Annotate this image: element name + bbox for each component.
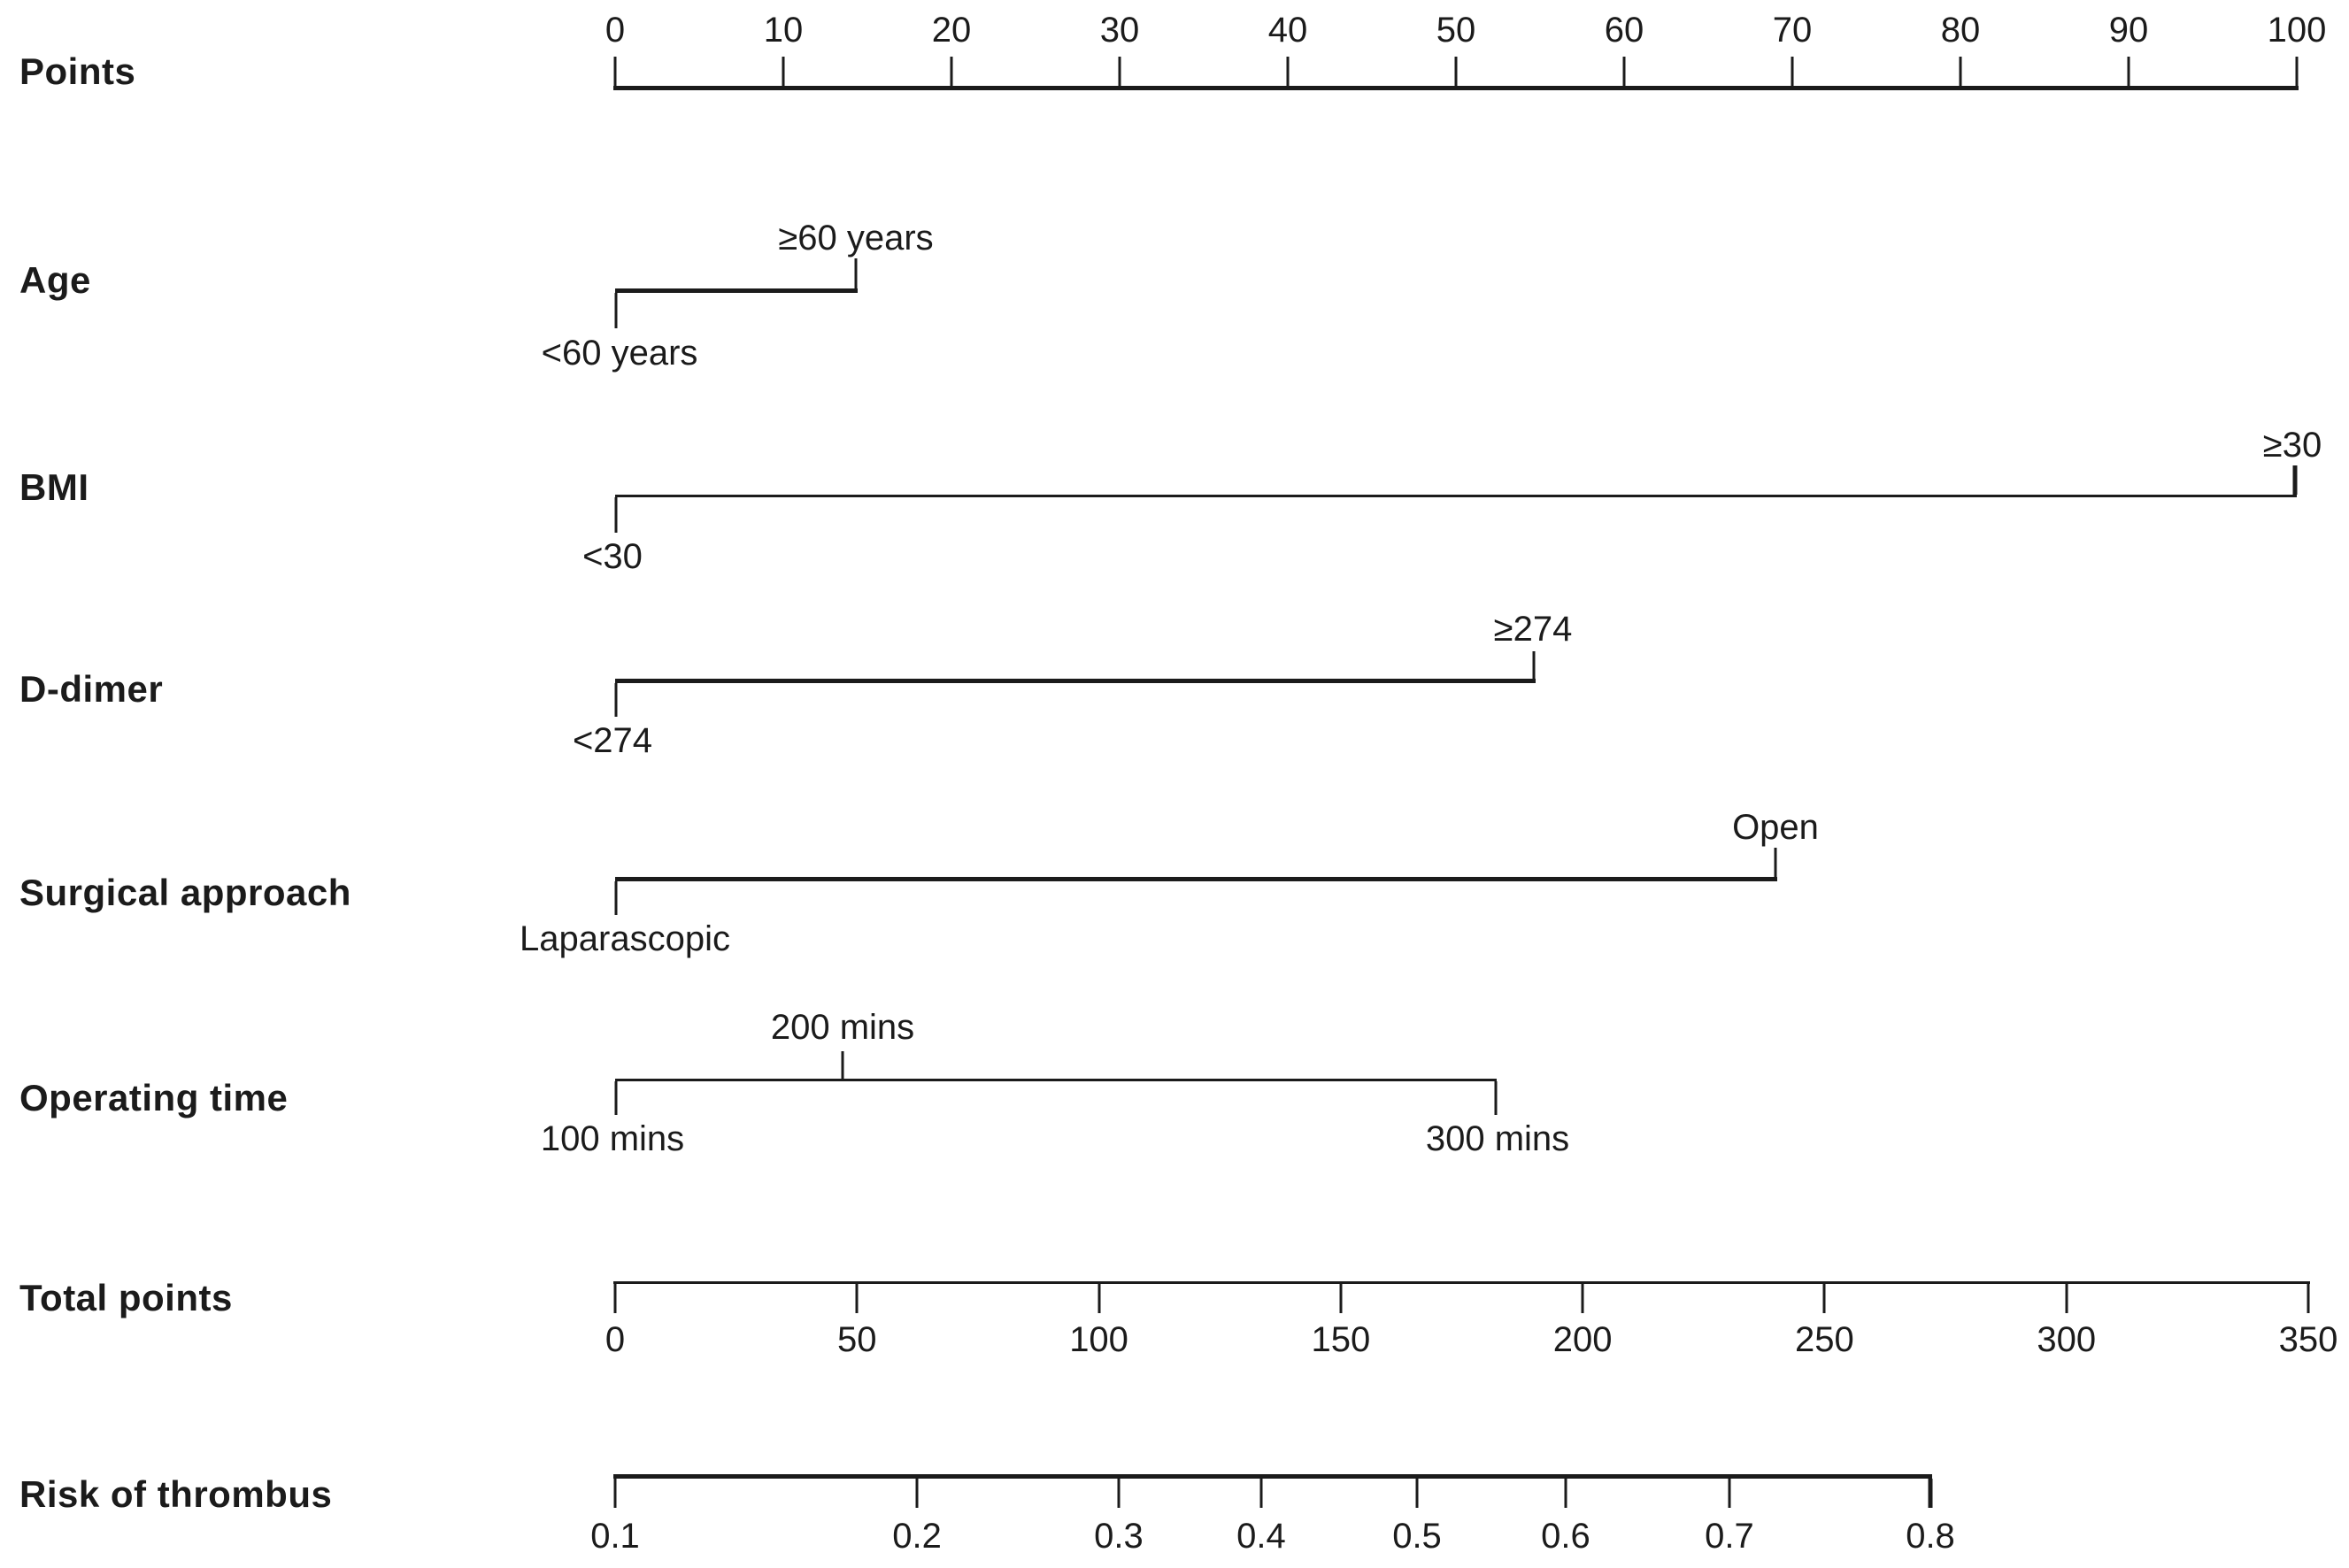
points-tick <box>1959 57 1962 86</box>
row-label-surgical-approach: Surgical approach <box>19 872 351 913</box>
points-tick-label: 50 <box>1436 11 1476 50</box>
risk-tick-label: 0.8 <box>1906 1517 1955 1556</box>
points-tick <box>613 57 617 86</box>
age-tick-low <box>614 293 618 328</box>
ddimer-label-high: ≥274 <box>1493 610 1573 649</box>
points-tick-label: 90 <box>2108 11 2149 50</box>
points-tick <box>1118 57 1121 86</box>
risk-tick-label: 0.4 <box>1236 1517 1286 1556</box>
total-points-tick-label: 150 <box>1311 1320 1371 1359</box>
total-points-tick <box>1339 1284 1343 1313</box>
risk-tick-label: 0.7 <box>1705 1517 1754 1556</box>
age-tick-high <box>854 258 858 288</box>
risk-tick <box>1415 1479 1419 1508</box>
risk-axis: 0.1 0.2 0.3 0.4 0.5 0.6 0.7 0.8 <box>590 1474 1955 1556</box>
total-points-tick <box>1822 1284 1826 1313</box>
total-points-tick <box>1097 1284 1101 1313</box>
points-tick-label: 0 <box>605 11 626 50</box>
risk-tick-label: 0.6 <box>1541 1517 1590 1556</box>
total-points-tick <box>2065 1284 2068 1313</box>
points-tick <box>2295 57 2299 86</box>
points-tick-label: 10 <box>763 11 804 50</box>
bmi-tick-high <box>2292 465 2298 495</box>
points-tick-label: 60 <box>1604 11 1644 50</box>
optime-label-high: 300 mins <box>1425 1119 1570 1158</box>
risk-tick <box>1564 1479 1567 1508</box>
row-label-d-dimer: D-dimer <box>19 668 164 710</box>
total-points-tick-label: 200 <box>1552 1320 1613 1359</box>
surgical-label-low: Laparascopic <box>520 919 730 958</box>
risk-tick <box>1259 1479 1263 1508</box>
points-axis: 0 10 20 30 40 50 60 70 80 90 100 <box>605 11 2326 92</box>
total-points-tick <box>613 1284 617 1313</box>
row-label-risk-of-thrombus: Risk of thrombus <box>19 1473 333 1515</box>
total-points-tick-label: 250 <box>1795 1320 1854 1359</box>
optime-tick-high <box>1494 1081 1498 1115</box>
row-label-points: Points <box>19 50 136 92</box>
bmi-label-high: ≥30 <box>2262 426 2322 465</box>
points-tick-label: 70 <box>1772 11 1813 50</box>
total-points-tick-label: 300 <box>2037 1320 2097 1359</box>
optime-tick-low <box>614 1081 618 1115</box>
row-label-operating-time: Operating time <box>19 1077 289 1118</box>
points-tick <box>2127 57 2130 86</box>
ddimer-bar <box>615 679 1536 683</box>
risk-tick <box>613 1479 617 1508</box>
bmi-tick-low <box>614 497 618 533</box>
points-tick <box>1454 57 1458 86</box>
ddimer-tick-high <box>1532 651 1536 679</box>
risk-axis-baseline <box>613 1474 1932 1479</box>
total-points-tick-label: 0 <box>605 1320 626 1359</box>
points-tick-label: 30 <box>1099 11 1140 50</box>
total-points-tick <box>2307 1284 2310 1313</box>
total-points-tick-label: 50 <box>837 1320 877 1359</box>
surgical-label-high: Open <box>1732 808 1819 847</box>
points-tick <box>1286 57 1290 86</box>
total-points-axis-baseline <box>613 1281 2310 1284</box>
ddimer-label-low: <274 <box>572 721 653 760</box>
points-tick-label: 80 <box>1940 11 1981 50</box>
risk-tick <box>1117 1479 1121 1508</box>
points-tick <box>782 57 785 86</box>
bmi-bar <box>615 495 2297 497</box>
risk-tick <box>915 1479 919 1508</box>
bmi-label-low: <30 <box>582 537 643 576</box>
points-tick-label: 100 <box>2267 11 2327 50</box>
total-points-tick <box>1581 1284 1584 1313</box>
ddimer-tick-low <box>614 683 618 717</box>
points-tick <box>1791 57 1794 86</box>
row-label-age: Age <box>19 259 91 301</box>
points-axis-baseline <box>613 86 2299 90</box>
points-tick-label: 20 <box>931 11 972 50</box>
total-points-tick-label: 100 <box>1069 1320 1128 1359</box>
risk-tick-label: 0.2 <box>892 1517 942 1556</box>
points-tick <box>1622 57 1626 86</box>
risk-tick-label: 0.5 <box>1392 1517 1442 1556</box>
optime-tick-mid <box>841 1051 844 1079</box>
age-label-low: <60 years <box>541 334 698 373</box>
surgical-tick-low <box>614 881 618 915</box>
row-label-bmi: BMI <box>19 466 89 508</box>
risk-tick-label: 0.1 <box>590 1517 640 1556</box>
surgical-bar <box>615 877 1777 881</box>
surgical-tick-high <box>1774 848 1777 877</box>
total-points-tick <box>855 1284 859 1313</box>
risk-tick <box>1928 1479 1933 1508</box>
total-points-tick-label: 350 <box>2278 1320 2338 1359</box>
optime-label-mid: 200 mins <box>770 1008 915 1047</box>
risk-tick-label: 0.3 <box>1094 1517 1144 1556</box>
age-label-high: ≥60 years <box>778 219 934 257</box>
total-points-axis: 0 50 100 150 200 250 300 350 <box>605 1281 2337 1359</box>
points-tick-label: 40 <box>1267 11 1308 50</box>
row-label-total-points: Total points <box>19 1277 233 1318</box>
age-bar <box>615 288 858 293</box>
optime-bar <box>615 1079 1497 1081</box>
points-tick <box>950 57 953 86</box>
risk-tick <box>1728 1479 1731 1508</box>
optime-label-low: 100 mins <box>540 1119 685 1158</box>
